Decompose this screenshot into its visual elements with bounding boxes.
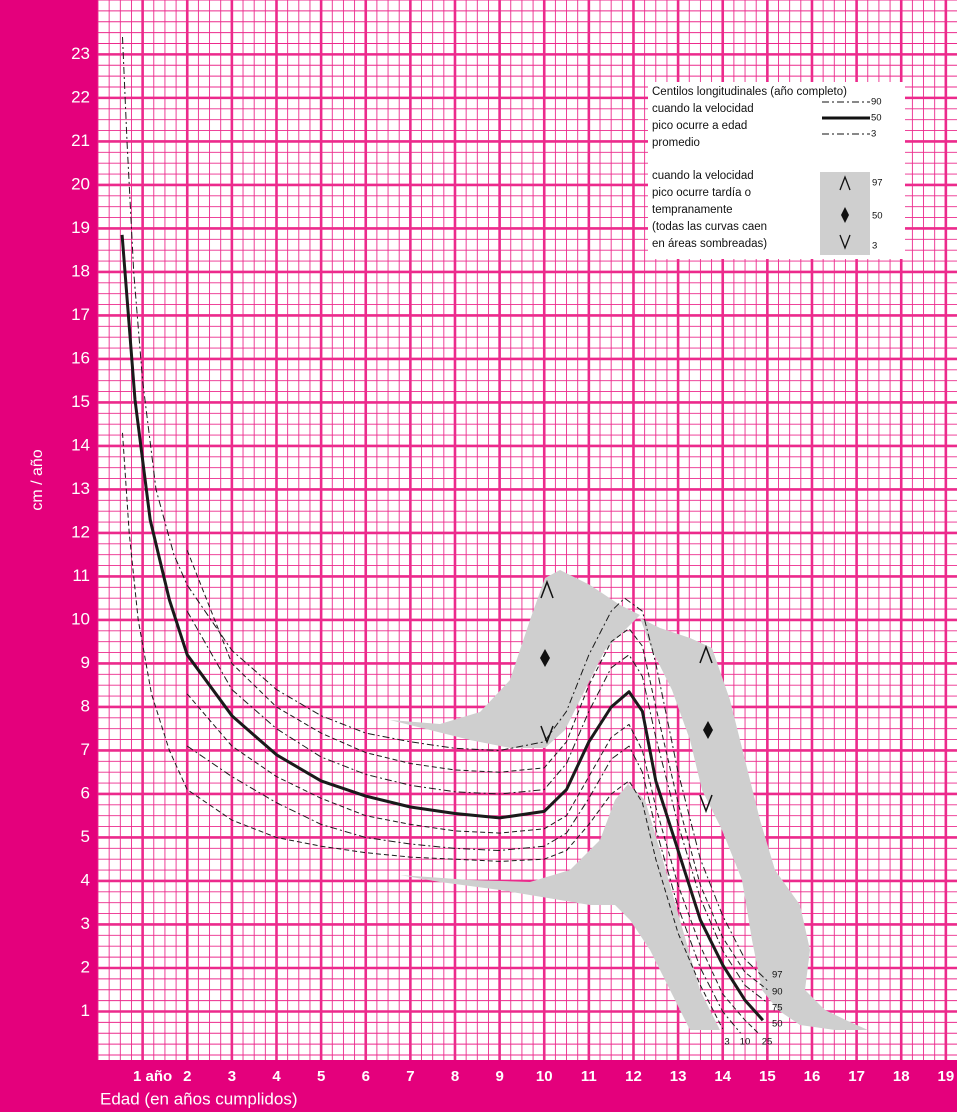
centile-line (122, 36, 768, 982)
y-tick-label: 4 (81, 870, 90, 889)
series-end-label: 10 (740, 1037, 751, 1048)
y-tick-label: 19 (71, 218, 90, 237)
marker-diamond (540, 649, 550, 667)
centile-line (186, 745, 741, 1034)
x-tick-label: 16 (804, 1068, 821, 1085)
y-tick-label: 13 (71, 479, 90, 498)
centile-line (122, 432, 724, 1030)
legend-key: 50 (872, 211, 883, 222)
legend-marker-up (839, 175, 851, 191)
y-tick-label: 17 (71, 305, 90, 324)
x-tick-label: 13 (670, 1068, 687, 1085)
legend-key: 90 (871, 97, 882, 108)
centile-line (120, 234, 765, 1022)
x-tick-label: 4 (272, 1068, 281, 1085)
y-tick-label: 22 (71, 87, 90, 106)
centile-line (186, 610, 768, 1004)
legend-key: 97 (872, 178, 883, 189)
x-tick-label: 3 (228, 1068, 236, 1085)
legend-text: pico ocurre tardía o (652, 187, 751, 199)
early-shade-upper (390, 570, 640, 748)
y-tick-label: 1 (81, 1001, 90, 1020)
grid (97, 0, 957, 1060)
legend-text: pico ocurre a edad (652, 120, 747, 132)
y-tick-label: 10 (71, 609, 90, 628)
y-tick-label: 2 (81, 957, 90, 976)
x-tick-label: 11 (581, 1068, 597, 1085)
x-tick-label: 12 (625, 1068, 642, 1085)
y-tick-label: 3 (81, 914, 90, 933)
x-tick-label: 10 (536, 1068, 553, 1085)
x-tick-label: 15 (759, 1068, 776, 1085)
y-tick-label: 16 (71, 348, 90, 367)
legend-text: promedio (652, 137, 700, 149)
lines (120, 36, 768, 1034)
series-end-label: 25 (762, 1037, 773, 1048)
early-shade-lower (400, 784, 720, 1030)
y-tick-label: 23 (71, 44, 90, 63)
x-tick-label: 18 (893, 1068, 910, 1085)
y-tick-label: 12 (71, 522, 90, 541)
y-tick-label: 15 (71, 392, 90, 411)
series-end-label: 97 (772, 970, 783, 981)
legend-key: 50 (871, 113, 882, 124)
series-end-label: 90 (772, 987, 783, 998)
x-tick-label: 8 (451, 1068, 459, 1085)
y-tick-label: 18 (71, 261, 90, 280)
markers (540, 579, 713, 814)
x-tick-label: 14 (714, 1068, 731, 1085)
legend-text: (todas las curvas caen (652, 221, 767, 233)
legend-text: tempranamente (652, 204, 733, 216)
legend-marker-down (839, 234, 851, 250)
y-tick-label: 11 (72, 566, 90, 585)
legend-key: 3 (871, 129, 876, 140)
x-tick-label: 2 (183, 1068, 191, 1085)
series-end-label: 3 (724, 1037, 729, 1048)
x-tick-label: 17 (848, 1068, 865, 1085)
y-tick-label: 7 (81, 740, 90, 759)
y-tick-label: 5 (81, 827, 90, 846)
series-end-label: 75 (772, 1003, 783, 1014)
legend-text: cuando la velocidad (652, 103, 754, 115)
legend-key: 3 (872, 241, 877, 252)
y-tick-label: 21 (71, 131, 90, 150)
x-tick-label: 19 (938, 1068, 955, 1085)
late-shade (640, 618, 868, 1030)
marker-down (540, 725, 554, 745)
marker-diamond (703, 721, 713, 739)
marker-up (699, 644, 713, 664)
marker-down (699, 794, 713, 814)
centile-line (186, 693, 759, 1034)
y-tick-label: 9 (81, 653, 90, 672)
y-tick-label: 8 (81, 696, 90, 715)
legend-marker-diamond (841, 207, 849, 223)
x-tick-label: 1 año (133, 1068, 172, 1085)
series-end-label: 50 (772, 1019, 783, 1030)
y-tick-label: 20 (71, 174, 90, 193)
legend-text: en áreas sombreadas) (652, 238, 767, 250)
y-tick-label: 6 (81, 783, 90, 802)
centile-line (186, 550, 768, 991)
x-tick-label: 7 (406, 1068, 414, 1085)
legend-title: Centilos longitudinales (año completo) (652, 86, 847, 98)
y-axis-label: cm / año (29, 449, 46, 510)
x-tick-label: 9 (495, 1068, 503, 1085)
y-tick-label: 14 (71, 435, 90, 454)
x-axis-label: Edad (en años cumplidos) (100, 1089, 298, 1108)
shaded-areas (390, 570, 868, 1030)
x-tick-label: 6 (362, 1068, 370, 1085)
legend-text: cuando la velocidad (652, 170, 754, 182)
x-tick-label: 5 (317, 1068, 325, 1085)
marker-up (540, 579, 554, 599)
